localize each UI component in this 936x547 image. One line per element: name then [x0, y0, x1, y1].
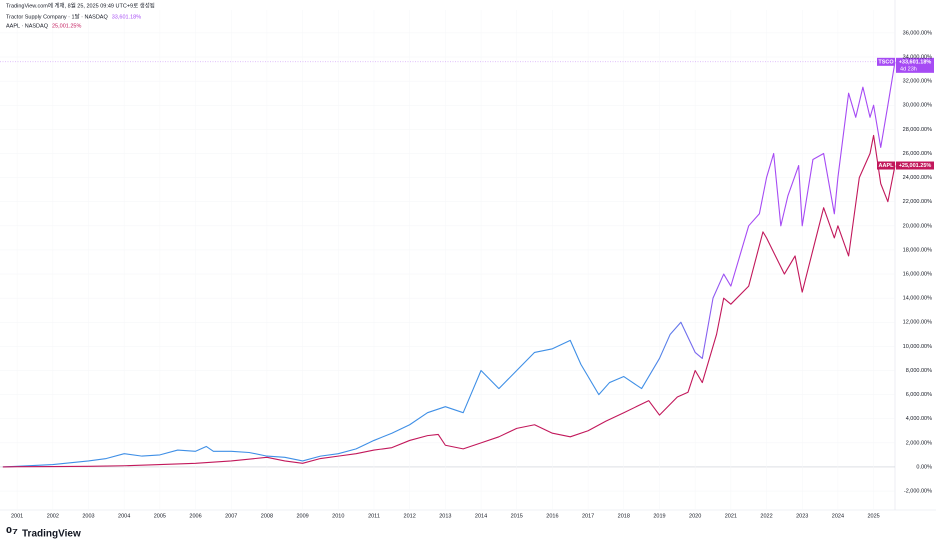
x-tick-label: 2025: [867, 513, 879, 519]
x-tick-label: 2016: [546, 513, 558, 519]
x-tick-label: 2003: [82, 513, 94, 519]
value-badge: [896, 57, 934, 73]
y-tick-label: 4,000.00%: [906, 416, 932, 422]
plot-area: TSCO +33,601.18%4d 23h AAPL +25,001.25%: [0, 10, 934, 510]
ticker-label: AAPL: [879, 163, 895, 169]
logo-mark: ⁰⁷: [6, 525, 18, 541]
legend-value: 33,601.18%: [112, 14, 141, 20]
y-tick-label: 26,000.00%: [903, 151, 932, 157]
x-tick-label: 2009: [296, 513, 308, 519]
series-line: [2, 61, 896, 468]
value-badge-label: +33,601.18%: [899, 59, 932, 65]
x-tick-label: 2024: [832, 513, 844, 519]
ticker-label: TSCO: [878, 59, 894, 65]
legend-value: 25,001.25%: [52, 23, 81, 29]
x-tick-label: 2001: [11, 513, 23, 519]
legend-name: Tractor Supply Company · 1달 · NASDAQ: [6, 12, 108, 20]
x-tick-label: 2017: [582, 513, 594, 519]
y-tick-label: 22,000.00%: [903, 199, 932, 205]
y-tick-label: 28,000.00%: [903, 127, 932, 133]
y-tick-label: 16,000.00%: [903, 271, 932, 277]
series-line: [2, 134, 896, 468]
x-tick-label: 2020: [689, 513, 701, 519]
x-tick-label: 2005: [154, 513, 166, 519]
y-tick-label: 18,000.00%: [903, 247, 932, 253]
x-tick-label: 2004: [118, 513, 130, 519]
x-tick-label: 2023: [796, 513, 808, 519]
y-tick-label: 8,000.00%: [906, 368, 932, 374]
x-tick-label: 2010: [332, 513, 344, 519]
x-tick-label: 2007: [225, 513, 237, 519]
value-badge-label: +25,001.25%: [899, 163, 932, 169]
brand: TradingView: [22, 529, 81, 540]
legend-name: AAPL · NASDAQ: [6, 23, 49, 29]
y-tick-label: 24,000.00%: [903, 175, 932, 181]
x-tick-label: 2018: [618, 513, 630, 519]
x-tick-label: 2014: [475, 513, 487, 519]
source-note: TradingView.com에 게재, 8월 25, 2025 09:49 U…: [6, 1, 155, 9]
ticker-badge: [877, 57, 895, 66]
y-tick-label: 20,000.00%: [903, 223, 932, 229]
x-tick-label: 2013: [439, 513, 451, 519]
x-tick-label: 2021: [725, 513, 737, 519]
y-tick-label: -2,000.00%: [904, 489, 932, 495]
y-tick-label: 30,000.00%: [903, 103, 932, 109]
y-tick-label: 10,000.00%: [903, 344, 932, 350]
countdown-label: 4d 23h: [900, 66, 917, 72]
value-badge: [896, 161, 934, 170]
x-tick-label: 2006: [189, 513, 201, 519]
y-tick-label: 6,000.00%: [906, 392, 932, 398]
x-tick-label: 2015: [511, 513, 523, 519]
y-tick-label: 0.00%: [916, 464, 932, 470]
y-tick-label: 12,000.00%: [903, 320, 932, 326]
ticker-badge: [877, 161, 895, 170]
y-tick-label: 36,000.00%: [903, 30, 932, 36]
y-tick-label: 34,000.00%: [903, 54, 932, 60]
x-tick-label: 2012: [404, 513, 416, 519]
y-tick-label: 2,000.00%: [906, 440, 932, 446]
x-tick-label: 2011: [368, 513, 380, 519]
x-tick-label: 2008: [261, 513, 273, 519]
y-tick-label: 32,000.00%: [903, 79, 932, 85]
watermark: ⁰⁷ TradingView: [6, 525, 81, 541]
x-tick-label: 2019: [653, 513, 665, 519]
x-tick-label: 2022: [760, 513, 772, 519]
y-tick-label: 14,000.00%: [903, 296, 932, 302]
x-tick-label: 2002: [47, 513, 59, 519]
legend: TradingView.com에 게재, 8월 25, 2025 09:49 U…: [6, 1, 155, 29]
